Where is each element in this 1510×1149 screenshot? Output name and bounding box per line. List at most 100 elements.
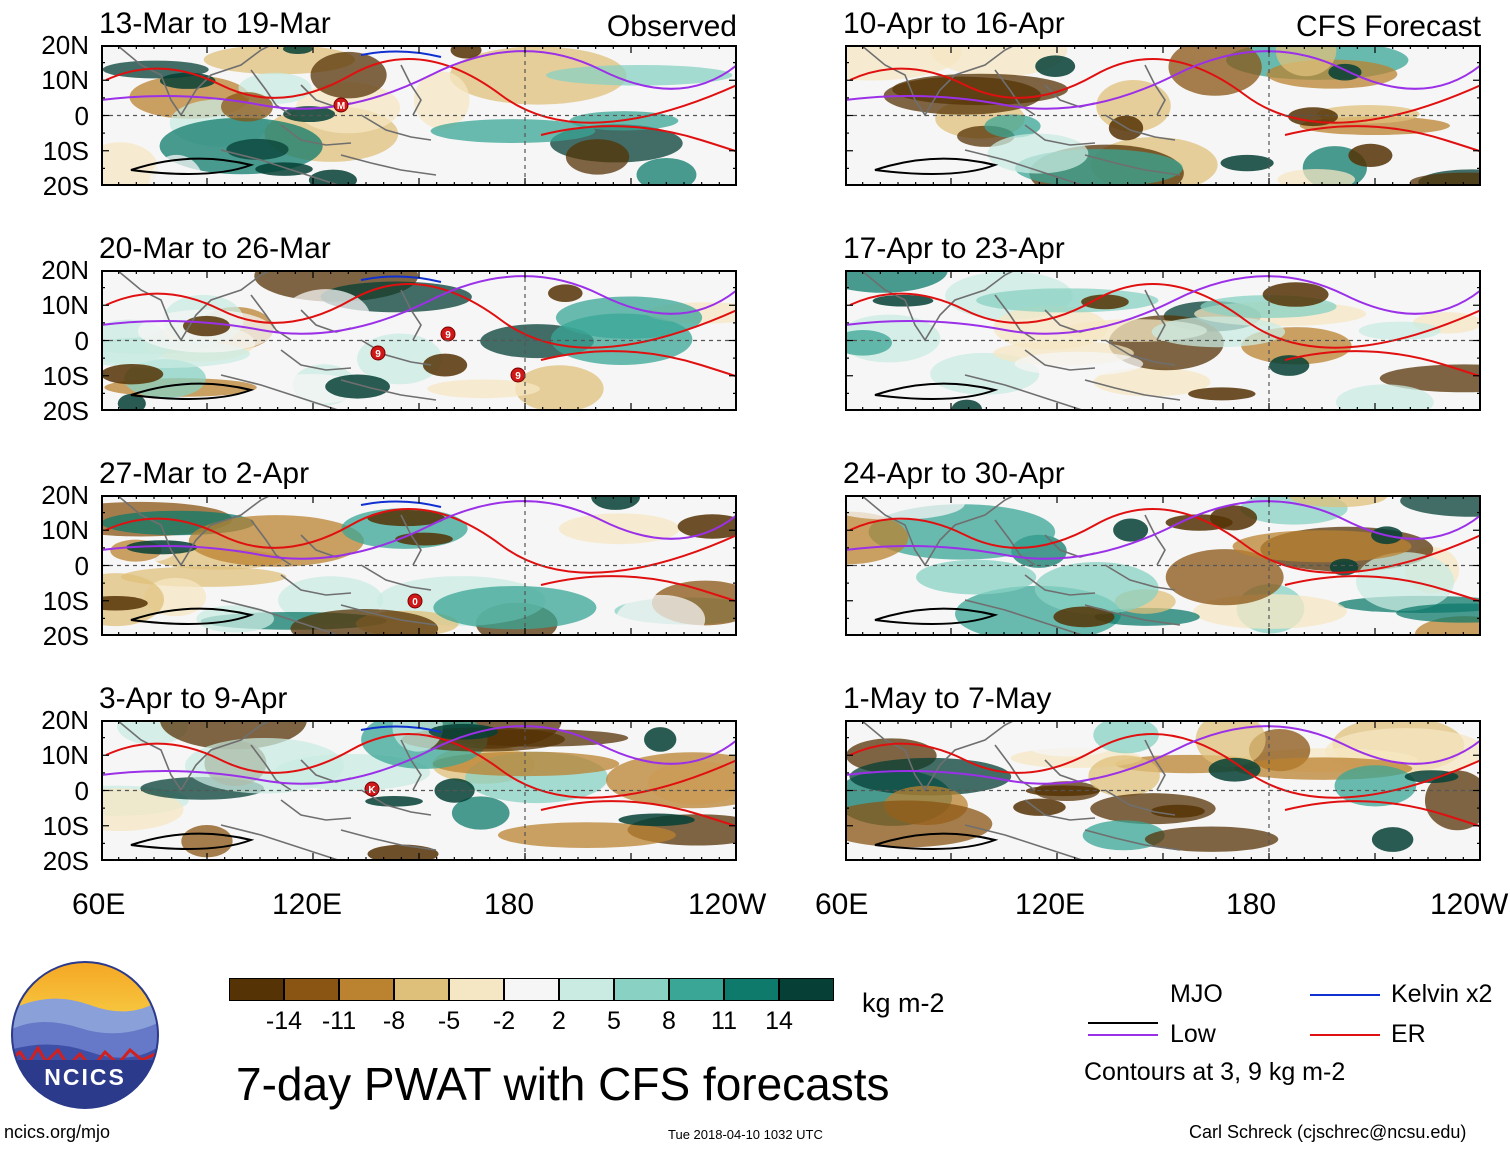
map-panel-1: M — [101, 45, 737, 186]
contour-line — [874, 157, 999, 175]
anomaly-blob — [1396, 603, 1481, 623]
contour-line — [540, 350, 737, 382]
anomaly-core — [101, 363, 164, 385]
anomaly-core — [1013, 798, 1066, 816]
colorbar-swatch — [449, 978, 504, 1001]
anomaly-core — [282, 45, 313, 54]
contour-line — [130, 607, 255, 625]
contour-line — [360, 725, 442, 733]
y-tick-label: 10S — [42, 810, 89, 841]
contour-line — [101, 275, 737, 335]
contour-line — [1284, 125, 1481, 157]
colorbar-swatch — [614, 978, 669, 1001]
colorbar-swatch — [559, 978, 614, 1001]
anomaly-blob — [987, 133, 1089, 174]
contour-line — [849, 733, 1481, 799]
anomaly-blob — [1082, 820, 1165, 851]
map-field-2: 9 9 9 — [101, 270, 737, 411]
anomaly-blob — [515, 365, 604, 411]
anomaly-core — [1035, 55, 1076, 78]
anomaly-core — [367, 844, 439, 861]
anomaly-core — [1269, 355, 1310, 376]
credit: Carl Schreck (cjschrec@ncsu.edu) — [1189, 1122, 1467, 1142]
anomaly-blob — [845, 329, 892, 356]
y-tick-label: 0 — [74, 325, 89, 356]
anomaly-blob — [605, 752, 737, 809]
forecast-label: CFS Forecast — [1295, 10, 1481, 43]
contour-line — [874, 382, 999, 400]
anomaly-blob — [392, 720, 443, 752]
colorbar-swatch — [284, 978, 339, 1001]
contour-line — [540, 800, 737, 832]
anomaly-blob — [101, 142, 159, 186]
anomaly-blob — [1424, 770, 1481, 831]
x-tick-120w-left: 120W — [688, 888, 767, 921]
contour-line — [845, 500, 1481, 560]
svg-text:9: 9 — [375, 349, 381, 360]
anomaly-core — [1328, 63, 1362, 81]
anomaly-blob — [849, 757, 1012, 796]
contour-line — [360, 500, 442, 508]
colorbar-swatch — [229, 978, 284, 1001]
x-tick-120e-right: 120E — [1015, 888, 1086, 921]
anomaly-core — [367, 509, 445, 527]
anomaly-blob — [565, 139, 630, 175]
y-tick-label: 0 — [74, 775, 89, 806]
colorbar-tick-label: 11 — [711, 1007, 737, 1035]
colorbar-tick-label: -2 — [492, 1007, 516, 1035]
anomaly-blob — [1336, 384, 1434, 411]
anomaly-core — [872, 294, 934, 307]
anomaly-blob — [993, 305, 1108, 350]
map-panel-5 — [845, 45, 1481, 186]
anomaly-blob — [1094, 607, 1200, 626]
contour-line — [1284, 575, 1481, 607]
y-tick-label: 10N — [41, 290, 89, 321]
colorbar-swatch — [504, 978, 559, 1001]
y-tick-label: 20N — [41, 30, 89, 60]
contour-line — [845, 50, 1481, 110]
anomaly-blob — [432, 751, 620, 777]
panel-title: 24-Apr to 30-Apr — [843, 457, 1065, 490]
legend-label-mjo: MJO — [1170, 980, 1223, 1008]
map-panel-2: 9 9 9 — [101, 270, 737, 411]
x-tick-180-right: 180 — [1226, 888, 1277, 921]
y-tick-label: 10N — [41, 740, 89, 771]
svg-text:0: 0 — [412, 597, 418, 608]
panel-title: 10-Apr to 16-Apr — [843, 7, 1065, 40]
panel-title: 27-Mar to 2-Apr — [99, 457, 310, 490]
anomaly-core — [422, 353, 468, 377]
colorbar-tick-label: 5 — [607, 1007, 621, 1035]
anomaly-blob — [1232, 530, 1412, 563]
anomaly-core — [677, 514, 737, 539]
cyclone-marker: 9 — [370, 345, 386, 361]
anomaly-blob — [1358, 321, 1441, 341]
colorbar-tick-label: -5 — [437, 1007, 461, 1035]
y-tick-label: 20S — [42, 846, 89, 876]
y-tick-label: 10S — [42, 585, 89, 616]
y-tick-label: 20N — [41, 480, 89, 510]
contour-line — [105, 283, 737, 349]
map-field-8 — [845, 720, 1481, 861]
anomaly-blob — [430, 119, 596, 144]
anomaly-blob — [984, 114, 1041, 138]
contour-line — [849, 58, 1481, 124]
anomaly-blob — [1359, 287, 1442, 312]
colorbar-swatch — [669, 978, 724, 1001]
anomaly-core — [365, 796, 423, 807]
anomaly-core — [450, 45, 482, 59]
contour-line — [105, 733, 737, 799]
contour-note: Contours at 3, 9 kg m-2 — [1084, 1058, 1346, 1086]
contour-line — [849, 508, 1481, 574]
contour-line — [130, 157, 255, 175]
anomaly-blob — [845, 270, 948, 293]
anomaly-core — [1188, 387, 1256, 401]
anomaly-core — [1113, 518, 1149, 542]
anomaly-blob — [1034, 562, 1159, 615]
contour-line — [105, 58, 737, 124]
contour-line — [101, 50, 737, 110]
contour-line — [845, 275, 1481, 335]
contour-line — [101, 725, 737, 785]
anomaly-blob — [1165, 549, 1284, 606]
anomaly-core — [283, 106, 336, 123]
x-tick-60e-right: 60E — [815, 888, 869, 921]
